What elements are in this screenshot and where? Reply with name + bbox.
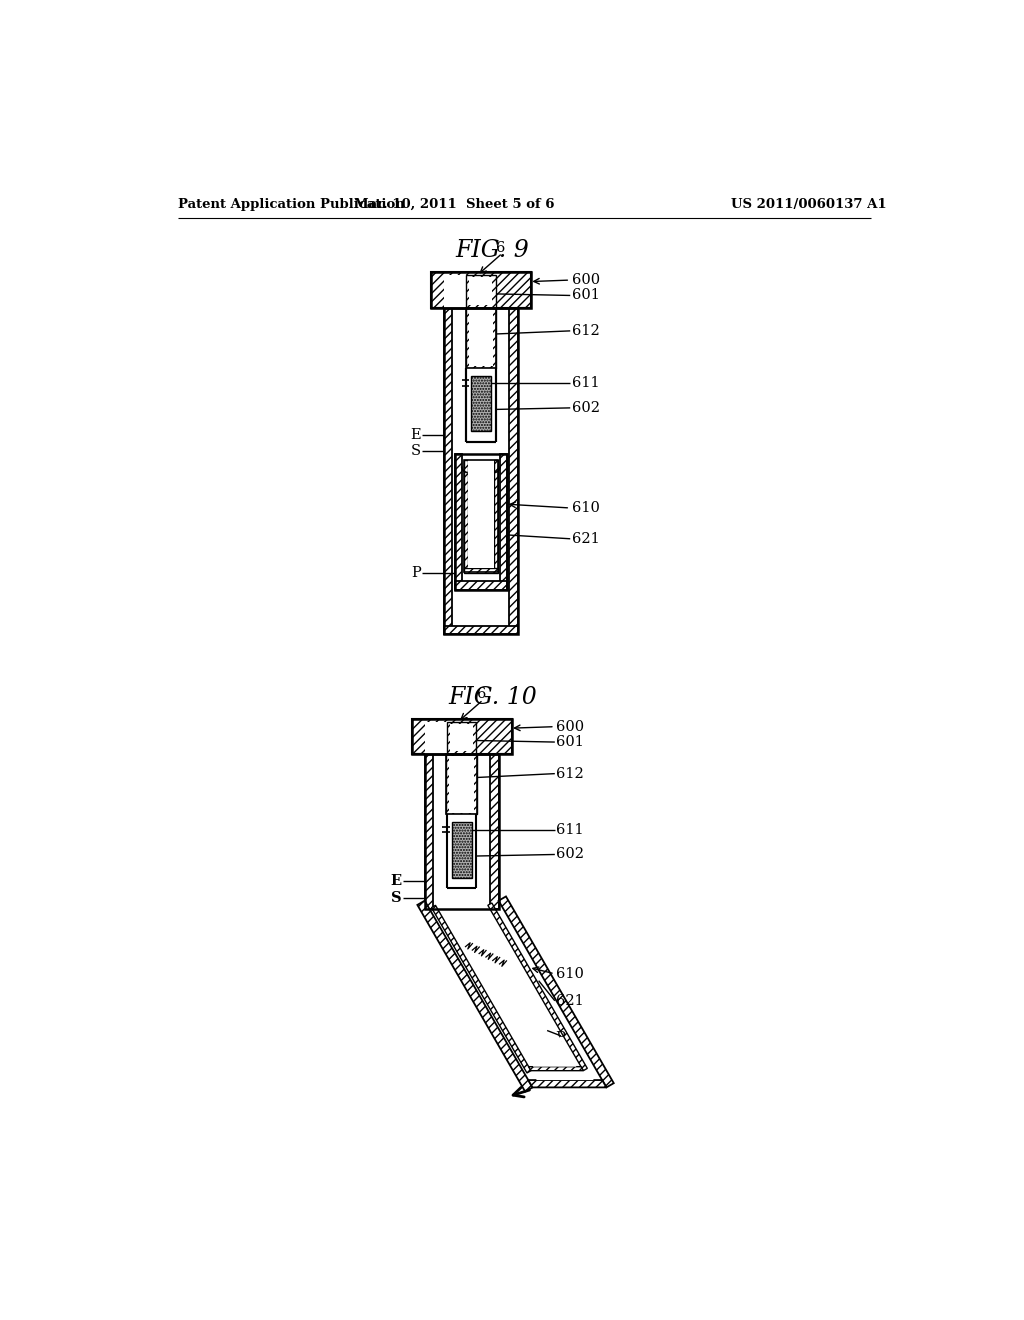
- Bar: [469, 277, 493, 305]
- Bar: [444, 308, 518, 635]
- Bar: [412, 719, 512, 755]
- Polygon shape: [437, 908, 594, 1080]
- Text: S: S: [411, 444, 421, 458]
- Text: 611: 611: [556, 822, 584, 837]
- Polygon shape: [440, 906, 577, 1067]
- Bar: [425, 755, 433, 909]
- Bar: [453, 308, 509, 626]
- Text: 611: 611: [571, 376, 599, 391]
- Polygon shape: [528, 1080, 606, 1088]
- Bar: [464, 568, 498, 573]
- Text: 601: 601: [571, 289, 600, 302]
- Bar: [455, 454, 462, 589]
- Text: 602: 602: [556, 847, 585, 862]
- Text: 612: 612: [556, 767, 584, 780]
- Bar: [466, 368, 496, 444]
- Polygon shape: [499, 896, 613, 1088]
- Polygon shape: [487, 903, 588, 1071]
- Text: FIG. 9: FIG. 9: [456, 239, 529, 263]
- Bar: [452, 822, 472, 878]
- Text: 612: 612: [571, 323, 599, 338]
- Bar: [446, 755, 477, 814]
- Bar: [433, 755, 490, 909]
- Bar: [444, 626, 518, 635]
- Text: 621: 621: [571, 532, 599, 545]
- Polygon shape: [418, 900, 532, 1092]
- Text: 600: 600: [556, 719, 585, 734]
- Text: 621: 621: [556, 994, 584, 1007]
- Bar: [446, 755, 477, 814]
- Text: 6: 6: [497, 240, 506, 255]
- Bar: [468, 461, 494, 568]
- Bar: [447, 814, 476, 891]
- Bar: [447, 722, 476, 755]
- Text: 610: 610: [556, 966, 585, 981]
- Text: US 2011/0060137 A1: US 2011/0060137 A1: [731, 198, 887, 211]
- Text: 601: 601: [556, 735, 585, 748]
- Text: 600: 600: [571, 273, 600, 286]
- Bar: [490, 755, 499, 909]
- Bar: [466, 276, 496, 308]
- Polygon shape: [431, 906, 531, 1073]
- Bar: [425, 722, 472, 755]
- Bar: [464, 461, 468, 572]
- Text: E: E: [411, 428, 421, 442]
- Bar: [431, 272, 531, 308]
- Bar: [444, 308, 453, 635]
- Bar: [425, 755, 499, 909]
- Bar: [450, 756, 474, 813]
- Bar: [469, 309, 494, 367]
- Polygon shape: [528, 1067, 584, 1071]
- Bar: [455, 454, 507, 590]
- Text: P: P: [555, 1031, 564, 1045]
- Bar: [509, 308, 518, 635]
- Text: S: S: [391, 891, 401, 904]
- Bar: [444, 276, 492, 308]
- Bar: [494, 461, 498, 572]
- Bar: [431, 272, 531, 308]
- Text: 610: 610: [571, 502, 600, 515]
- Bar: [455, 581, 507, 590]
- Bar: [451, 723, 473, 751]
- Text: 6: 6: [477, 688, 486, 701]
- Text: FIG. 10: FIG. 10: [449, 686, 537, 709]
- Text: Patent Application Publication: Patent Application Publication: [178, 198, 406, 211]
- Bar: [500, 454, 507, 589]
- Text: Mar. 10, 2011  Sheet 5 of 6: Mar. 10, 2011 Sheet 5 of 6: [353, 198, 554, 211]
- Text: E: E: [390, 874, 401, 888]
- Text: P: P: [411, 566, 421, 581]
- Bar: [471, 376, 490, 430]
- Bar: [466, 308, 497, 368]
- Text: 602: 602: [571, 401, 600, 414]
- Bar: [464, 461, 498, 572]
- Bar: [466, 308, 497, 368]
- Bar: [412, 719, 512, 755]
